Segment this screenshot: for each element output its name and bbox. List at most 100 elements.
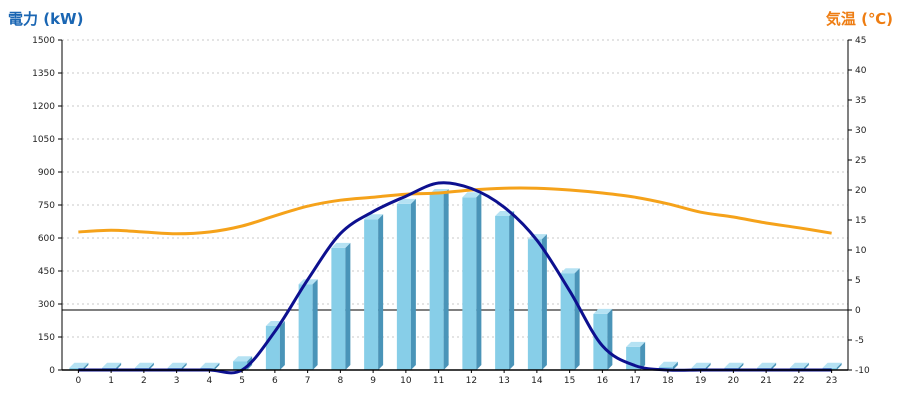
x-tick-label: 5 — [239, 376, 245, 386]
right-tick-label: 10 — [855, 246, 867, 256]
x-tick-label: 23 — [826, 376, 837, 386]
right-tick-label: 5 — [855, 276, 861, 286]
power-bar-top — [134, 362, 154, 368]
x-tick-label: 18 — [662, 376, 674, 386]
x-tick-label: 4 — [207, 376, 213, 386]
power-bar — [298, 279, 318, 370]
power-bar-top — [331, 242, 351, 248]
x-tick-label: 16 — [597, 376, 609, 386]
x-tick-label: 10 — [400, 376, 412, 386]
left-tick-label: 450 — [38, 267, 55, 277]
right-tick-label: 20 — [855, 186, 867, 196]
x-tick-label: 2 — [141, 376, 147, 386]
left-tick-label: 1500 — [32, 36, 55, 46]
power-bar-side — [148, 362, 154, 370]
power-bar-top — [658, 361, 678, 367]
power-bar-top — [822, 362, 842, 368]
power-bar-front — [429, 194, 444, 370]
power-bar-side — [738, 362, 744, 370]
power-bar-front — [364, 219, 379, 370]
series-lines — [78, 181, 832, 375]
power-bar-side — [345, 242, 351, 370]
power-bar-side — [443, 189, 449, 370]
x-tick-label: 20 — [728, 376, 740, 386]
left-tick-label: 750 — [38, 201, 55, 211]
x-tick-label: 0 — [76, 376, 82, 386]
power-bar-side — [705, 362, 711, 370]
power-bar — [658, 361, 678, 370]
power-bar-front — [298, 284, 313, 370]
right-tick-label: -5 — [855, 336, 864, 346]
x-tick-label: 6 — [272, 376, 278, 386]
power-bar-side — [607, 308, 613, 370]
x-tick-label: 21 — [760, 376, 771, 386]
power-bar-side — [672, 361, 678, 370]
power-bar — [560, 268, 580, 370]
x-tick-label: 9 — [370, 376, 376, 386]
left-tick-label: 600 — [38, 234, 55, 244]
power-bar-side — [83, 362, 89, 370]
power-bar-side — [279, 321, 285, 370]
power-bar-front — [233, 361, 248, 370]
right-tick-label: 45 — [855, 36, 866, 46]
power-bar-front — [69, 367, 84, 370]
power-bar — [495, 211, 515, 370]
right-tick-label: 15 — [855, 216, 866, 226]
power-bar — [69, 362, 89, 370]
power-bar-top — [69, 362, 89, 368]
x-tick-label: 13 — [498, 376, 509, 386]
tick-labels: 01503004506007509001050120013501500-10-5… — [32, 36, 870, 386]
power-bar-side — [214, 362, 220, 370]
power-bar-top — [757, 362, 777, 368]
power-bar-front — [658, 366, 673, 370]
left-tick-label: 0 — [49, 366, 55, 376]
power-bar-top — [593, 308, 613, 314]
power-bar-top — [626, 341, 646, 347]
x-tick-label: 8 — [338, 376, 344, 386]
x-tick-label: 15 — [564, 376, 575, 386]
right-axis-title: 気温 (℃) — [826, 10, 893, 28]
right-tick-label: 0 — [855, 306, 861, 316]
power-bar — [527, 234, 547, 370]
power-bar-side — [803, 362, 809, 370]
power-bar-front — [396, 203, 411, 370]
x-tick-label: 17 — [629, 376, 640, 386]
left-tick-label: 900 — [38, 168, 55, 178]
right-tick-label: 25 — [855, 156, 866, 166]
power-bar-side — [116, 362, 122, 370]
left-tick-label: 1350 — [32, 69, 55, 79]
power-bar-side — [312, 279, 318, 370]
x-tick-label: 22 — [793, 376, 804, 386]
x-tick-label: 12 — [466, 376, 477, 386]
x-tick-label: 11 — [433, 376, 444, 386]
power-bar-front — [527, 239, 542, 370]
power-bar-side — [640, 341, 646, 370]
right-tick-label: -10 — [855, 366, 870, 376]
x-tick-label: 1 — [108, 376, 114, 386]
power-bar-top — [691, 362, 711, 368]
power-bar-side — [378, 214, 384, 370]
right-tick-label: 30 — [855, 126, 867, 136]
power-bar-side — [574, 268, 580, 370]
power-bar-front — [462, 197, 477, 370]
power-line — [78, 181, 832, 375]
power-bar-side — [836, 362, 842, 370]
power-bar — [331, 242, 351, 370]
power-bar-side — [410, 198, 416, 370]
power-bar — [429, 189, 449, 370]
axes — [58, 39, 852, 373]
power-bar-top — [167, 362, 187, 368]
x-tick-label: 19 — [695, 376, 707, 386]
power-bar-side — [541, 234, 547, 370]
right-tick-label: 35 — [855, 96, 866, 106]
left-tick-label: 1200 — [32, 102, 55, 112]
power-bar-top — [462, 192, 482, 198]
power-bar-top — [789, 362, 809, 368]
temperature-line — [78, 186, 832, 236]
power-bar — [462, 192, 482, 370]
x-tick-label: 14 — [531, 376, 543, 386]
power-bar-top — [102, 362, 122, 368]
left-axis-title: 電力 (kW) — [8, 10, 83, 28]
